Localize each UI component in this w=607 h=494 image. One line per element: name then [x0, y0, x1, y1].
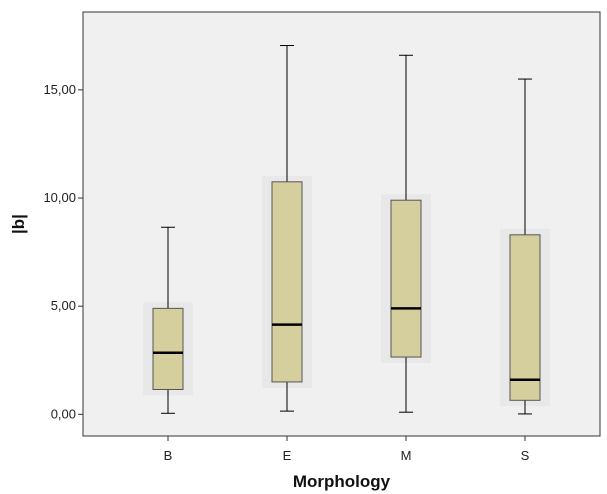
y-axis: 0,00 5,00 10,00 15,00 [43, 82, 83, 421]
y-tick-label: 15,00 [43, 82, 76, 97]
x-tick-label: E [283, 448, 292, 463]
y-tick-label: 5,00 [51, 298, 76, 313]
box-iqr [271, 181, 303, 383]
box-iqr [152, 307, 184, 390]
x-tick-label: M [401, 448, 412, 463]
y-tick-label: 0,00 [51, 406, 76, 421]
box-iqr [509, 234, 541, 401]
box-e [262, 45, 312, 412]
box-series [143, 45, 550, 415]
box-m [381, 54, 431, 413]
x-tick-label: S [521, 448, 530, 463]
box-s [500, 78, 550, 415]
y-tick-label: 10,00 [43, 190, 76, 205]
box-iqr [390, 199, 422, 358]
box-b [143, 226, 193, 414]
x-tick-label: B [164, 448, 173, 463]
x-axis-title: Morphology [293, 472, 391, 491]
y-axis-title: |b| [9, 214, 28, 234]
